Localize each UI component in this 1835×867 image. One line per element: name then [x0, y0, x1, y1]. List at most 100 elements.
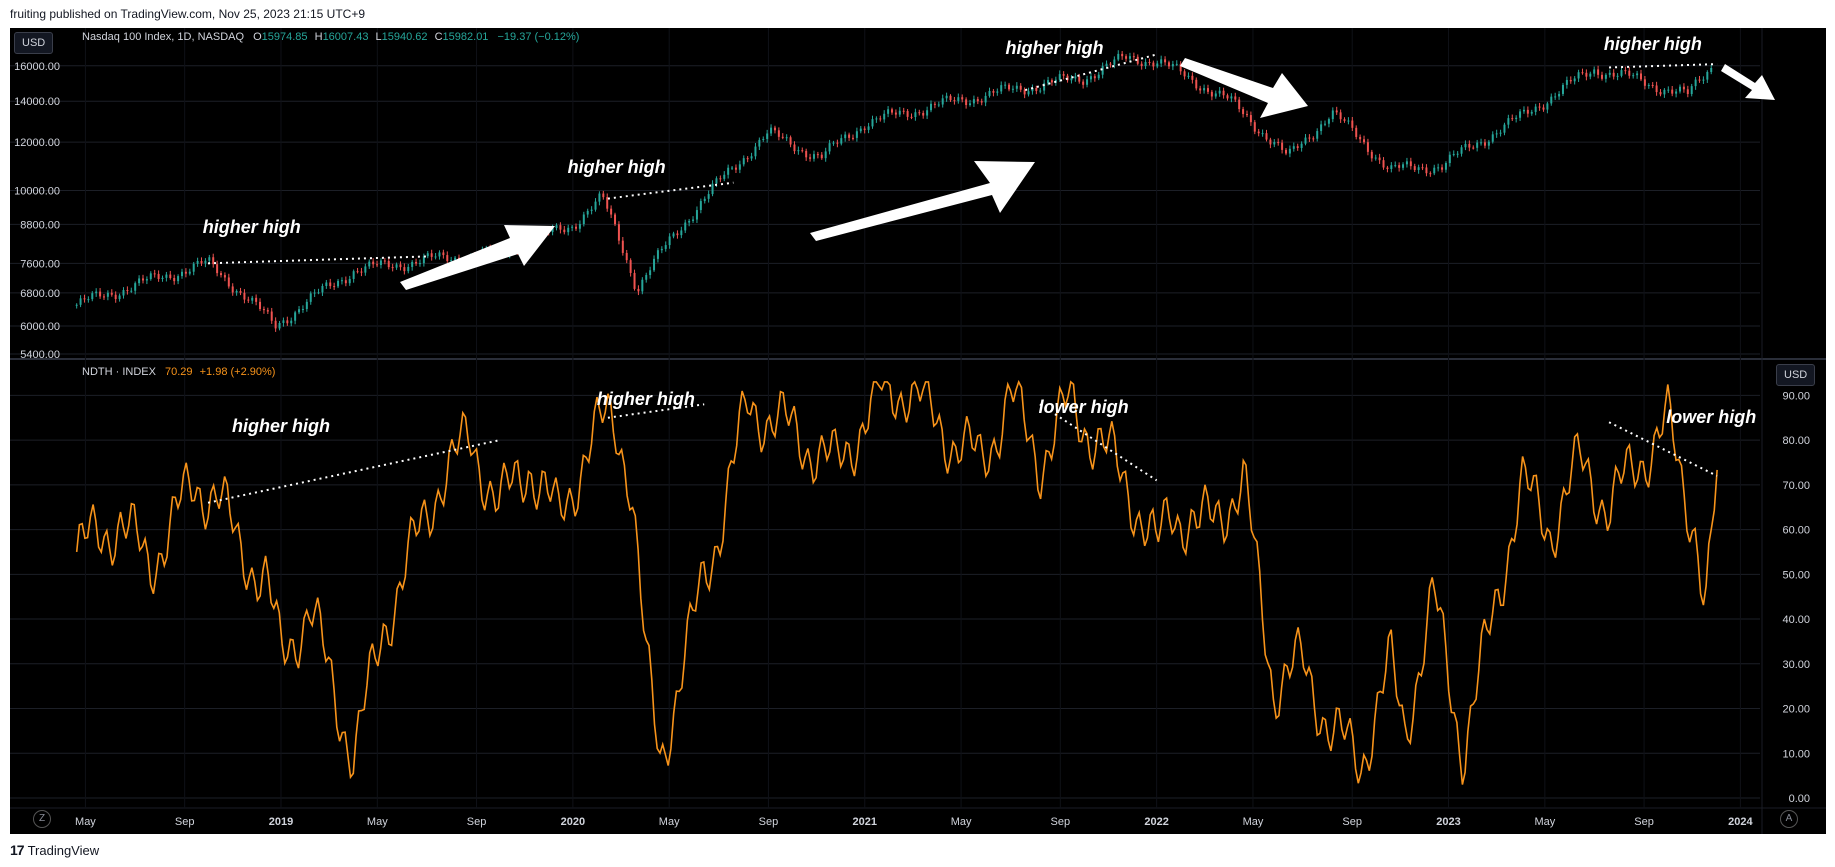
- candle-body[interactable]: [844, 134, 847, 139]
- candle-body[interactable]: [1230, 96, 1233, 99]
- candle-body[interactable]: [1437, 167, 1440, 169]
- candle-body[interactable]: [110, 292, 113, 295]
- candle-body[interactable]: [1109, 63, 1112, 65]
- candle-body[interactable]: [625, 252, 628, 261]
- candle-body[interactable]: [1273, 142, 1276, 145]
- currency-badge-bottom[interactable]: USD: [1776, 364, 1816, 386]
- candle-body[interactable]: [344, 280, 347, 284]
- top-symbol[interactable]: Nasdaq 100 Index, 1D, NASDAQ: [82, 31, 245, 43]
- candle-body[interactable]: [114, 294, 117, 300]
- candle-body[interactable]: [594, 201, 597, 210]
- candle-body[interactable]: [1530, 111, 1533, 114]
- candle-body[interactable]: [649, 270, 652, 276]
- candle-body[interactable]: [95, 291, 98, 294]
- candle-body[interactable]: [859, 128, 862, 132]
- candle-body[interactable]: [1558, 93, 1561, 97]
- candle-body[interactable]: [376, 264, 379, 266]
- candle-body[interactable]: [165, 274, 168, 278]
- candle-body[interactable]: [1647, 85, 1650, 87]
- candle-body[interactable]: [181, 271, 184, 277]
- candle-body[interactable]: [348, 278, 351, 284]
- candle-body[interactable]: [305, 301, 308, 309]
- candle-body[interactable]: [871, 119, 874, 127]
- candle-body[interactable]: [1214, 93, 1217, 97]
- candle-body[interactable]: [368, 261, 371, 267]
- candle-body[interactable]: [723, 174, 726, 179]
- candle-body[interactable]: [1546, 103, 1549, 110]
- candle-body[interactable]: [699, 201, 702, 211]
- candle-body[interactable]: [653, 258, 656, 271]
- candle-body[interactable]: [1456, 153, 1459, 155]
- candle-body[interactable]: [664, 245, 667, 249]
- candle-body[interactable]: [1671, 89, 1674, 94]
- candle-body[interactable]: [145, 279, 148, 281]
- candle-body[interactable]: [1226, 95, 1229, 99]
- candle-body[interactable]: [996, 91, 999, 93]
- candle-body[interactable]: [430, 253, 433, 257]
- candle-body[interactable]: [1047, 80, 1050, 84]
- candle-body[interactable]: [309, 293, 312, 302]
- candle-body[interactable]: [1620, 70, 1623, 76]
- candle-body[interactable]: [875, 118, 878, 120]
- candle-body[interactable]: [1187, 75, 1190, 77]
- candle-body[interactable]: [1027, 91, 1030, 95]
- candle-body[interactable]: [223, 275, 226, 278]
- candle-body[interactable]: [1593, 69, 1596, 74]
- candle-body[interactable]: [1425, 167, 1428, 174]
- candle-body[interactable]: [1136, 56, 1139, 64]
- candle-body[interactable]: [1164, 59, 1167, 63]
- candle-body[interactable]: [1234, 96, 1237, 100]
- candle-body[interactable]: [192, 263, 195, 272]
- candle-body[interactable]: [582, 214, 585, 225]
- candle-body[interactable]: [138, 278, 141, 284]
- candle-body[interactable]: [1417, 167, 1420, 171]
- candle-body[interactable]: [1468, 143, 1471, 148]
- candle-body[interactable]: [1023, 89, 1026, 95]
- candle-body[interactable]: [1097, 74, 1100, 79]
- candle-body[interactable]: [372, 261, 375, 265]
- candle-body[interactable]: [731, 167, 734, 169]
- candle-body[interactable]: [930, 103, 933, 111]
- candle-body[interactable]: [1269, 139, 1272, 145]
- candle-body[interactable]: [812, 154, 815, 159]
- candle-body[interactable]: [106, 292, 109, 297]
- candle-body[interactable]: [1218, 90, 1221, 94]
- candle-body[interactable]: [1327, 119, 1330, 124]
- candle-body[interactable]: [1491, 134, 1494, 142]
- candle-body[interactable]: [1577, 72, 1580, 79]
- candle-body[interactable]: [867, 126, 870, 130]
- candle-body[interactable]: [633, 272, 636, 289]
- candle-body[interactable]: [715, 178, 718, 184]
- candle-body[interactable]: [454, 257, 457, 261]
- candle-body[interactable]: [329, 282, 332, 287]
- candle-body[interactable]: [953, 100, 956, 102]
- candle-body[interactable]: [984, 95, 987, 103]
- candle-body[interactable]: [1402, 164, 1405, 168]
- candle-body[interactable]: [1245, 114, 1248, 116]
- candle-body[interactable]: [1522, 109, 1525, 112]
- candle-body[interactable]: [184, 271, 187, 274]
- candle-body[interactable]: [890, 109, 893, 113]
- candle-body[interactable]: [360, 271, 363, 273]
- candle-body[interactable]: [1288, 148, 1291, 154]
- candle-body[interactable]: [1148, 62, 1151, 64]
- candle-body[interactable]: [1398, 165, 1401, 168]
- candle-body[interactable]: [1335, 110, 1338, 113]
- candle-body[interactable]: [711, 183, 714, 195]
- candle-body[interactable]: [1495, 133, 1498, 135]
- candle-body[interactable]: [153, 273, 156, 275]
- candle-body[interactable]: [1324, 123, 1327, 125]
- candle-body[interactable]: [251, 297, 254, 301]
- candle-body[interactable]: [364, 266, 367, 273]
- candle-body[interactable]: [1078, 76, 1081, 82]
- candle-body[interactable]: [840, 138, 843, 144]
- candle-body[interactable]: [313, 292, 316, 294]
- candle-body[interactable]: [1413, 166, 1416, 171]
- candle-body[interactable]: [1355, 127, 1358, 137]
- candle-body[interactable]: [220, 273, 223, 276]
- candle-body[interactable]: [422, 256, 425, 264]
- candle-body[interactable]: [1019, 85, 1022, 90]
- candle-body[interactable]: [1702, 79, 1705, 81]
- candle-body[interactable]: [1706, 71, 1709, 80]
- candle-body[interactable]: [703, 198, 706, 202]
